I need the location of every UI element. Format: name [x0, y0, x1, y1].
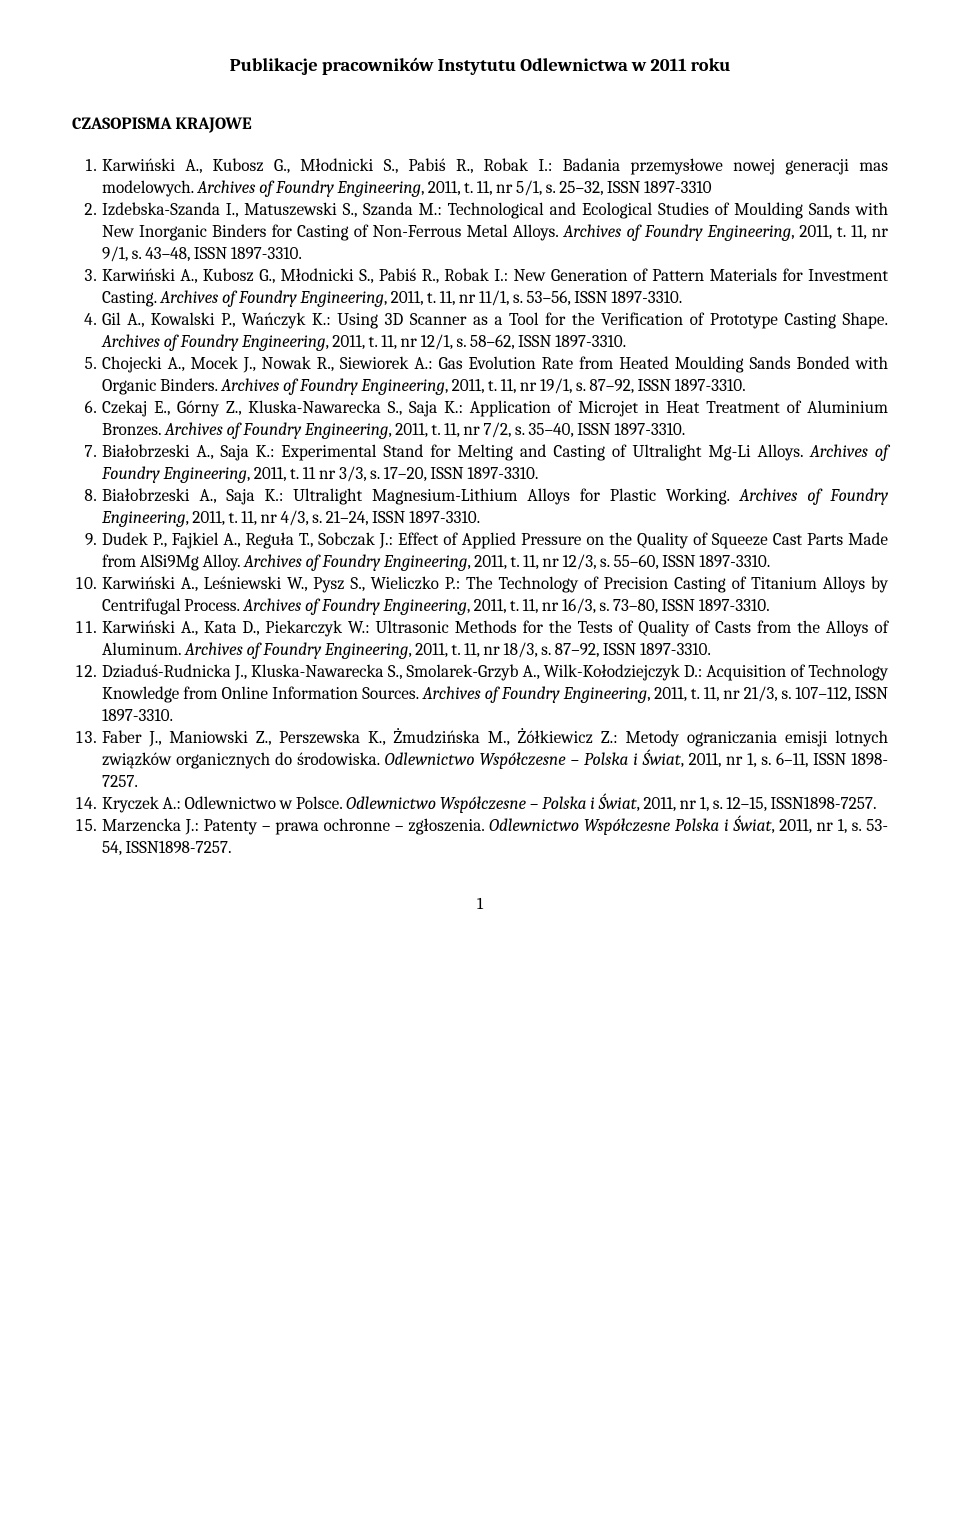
- journal: Odlewnictwo Współczesne – Polska i Świat: [346, 795, 637, 814]
- publication-item: Kryczek A.: Odlewnictwo w Polsce. Odlewn…: [100, 794, 888, 816]
- journal: Odlewnictwo Współczesne – Polska i Świat: [385, 751, 681, 770]
- citation-rest: , 2011, t. 11 nr 3/3, s. 17–20, ISSN 189…: [247, 465, 539, 484]
- journal: Archives of Foundry Engineering: [423, 685, 647, 704]
- authors-and-title: Marzencka J.: Patenty – prawa ochronne –…: [102, 817, 489, 836]
- publication-item: Gil A., Kowalski P., Wańczyk K.: Using 3…: [100, 310, 888, 354]
- journal: Archives of Foundry Engineering: [185, 641, 409, 660]
- journal: Archives of Foundry Engineering: [165, 421, 389, 440]
- journal: Archives of Foundry Engineering: [102, 333, 326, 352]
- journal: Odlewnictwo Współczesne Polska i Świat: [489, 817, 771, 836]
- publication-item: Karwiński A., Leśniewski W., Pysz S., Wi…: [100, 574, 888, 618]
- journal: Archives of Foundry Engineering: [243, 597, 467, 616]
- citation-rest: , 2011, t. 11, nr 5/1, s. 25–32, ISSN 18…: [421, 179, 712, 198]
- publication-item: Czekaj E., Górny Z., Kluska-Nawarecka S.…: [100, 398, 888, 442]
- citation-rest: , 2011, t. 11, nr 11/1, s. 53–56, ISSN 1…: [384, 289, 682, 308]
- citation-rest: , 2011, t. 11, nr 19/1, s. 87–92, ISSN 1…: [445, 377, 746, 396]
- journal: Archives of Foundry Engineering: [244, 553, 468, 572]
- journal: Archives of Foundry Engineering: [160, 289, 384, 308]
- page-title: Publikacje pracowników Instytutu Odlewni…: [72, 54, 888, 78]
- publication-item: Izdebska-Szanda I., Matuszewski S., Szan…: [100, 200, 888, 266]
- publication-item: Białobrzeski A., Saja K.: Experimental S…: [100, 442, 888, 486]
- publication-item: Dudek P., Fajkiel A., Reguła T., Sobczak…: [100, 530, 888, 574]
- authors-and-title: Białobrzeski A., Saja K.: Experimental S…: [102, 443, 810, 462]
- publication-item: Karwiński A., Kata D., Piekarczyk W.: Ul…: [100, 618, 888, 662]
- citation-rest: , 2011, t. 11, nr 12/1, s. 58–62, ISSN 1…: [326, 333, 627, 352]
- journal: Archives of Foundry Engineering: [563, 223, 791, 242]
- citation-rest: , 2011, t. 11, nr 7/2, s. 35–40, ISSN 18…: [388, 421, 685, 440]
- publication-item: Chojecki A., Mocek J., Nowak R., Siewior…: [100, 354, 888, 398]
- citation-rest: , 2011, nr 1, s. 12–15, ISSN1898-7257.: [637, 795, 877, 814]
- publication-item: Karwiński A., Kubosz G., Młodnicki S., P…: [100, 156, 888, 200]
- publication-list: Karwiński A., Kubosz G., Młodnicki S., P…: [72, 156, 888, 861]
- publication-item: Białobrzeski A., Saja K.: Ultralight Mag…: [100, 486, 888, 530]
- section-heading: CZASOPISMA KRAJOWE: [72, 114, 888, 136]
- publication-item: Dziaduś-Rudnicka J., Kluska-Nawarecka S.…: [100, 662, 888, 728]
- citation-rest: , 2011, t. 11, nr 16/3, s. 73–80, ISSN 1…: [467, 597, 770, 616]
- journal: Archives of Foundry Engineering: [197, 179, 421, 198]
- citation-rest: , 2011, t. 11, nr 4/3, s. 21–24, ISSN 18…: [185, 509, 480, 528]
- publication-item: Marzencka J.: Patenty – prawa ochronne –…: [100, 816, 888, 860]
- authors-and-title: Gil A., Kowalski P., Wańczyk K.: Using 3…: [102, 311, 888, 330]
- publication-item: Karwiński A., Kubosz G., Młodnicki S., P…: [100, 266, 888, 310]
- citation-rest: , 2011, t. 11, nr 18/3, s. 87–92, ISSN 1…: [408, 641, 711, 660]
- journal: Archives of Foundry Engineering: [221, 377, 445, 396]
- publication-item: Faber J., Maniowski Z., Perszewska K., Ż…: [100, 728, 888, 794]
- page-number: 1: [72, 894, 888, 916]
- citation-rest: , 2011, t. 11, nr 12/3, s. 55–60, ISSN 1…: [467, 553, 770, 572]
- authors-and-title: Kryczek A.: Odlewnictwo w Polsce.: [102, 795, 346, 814]
- authors-and-title: Białobrzeski A., Saja K.: Ultralight Mag…: [102, 487, 739, 506]
